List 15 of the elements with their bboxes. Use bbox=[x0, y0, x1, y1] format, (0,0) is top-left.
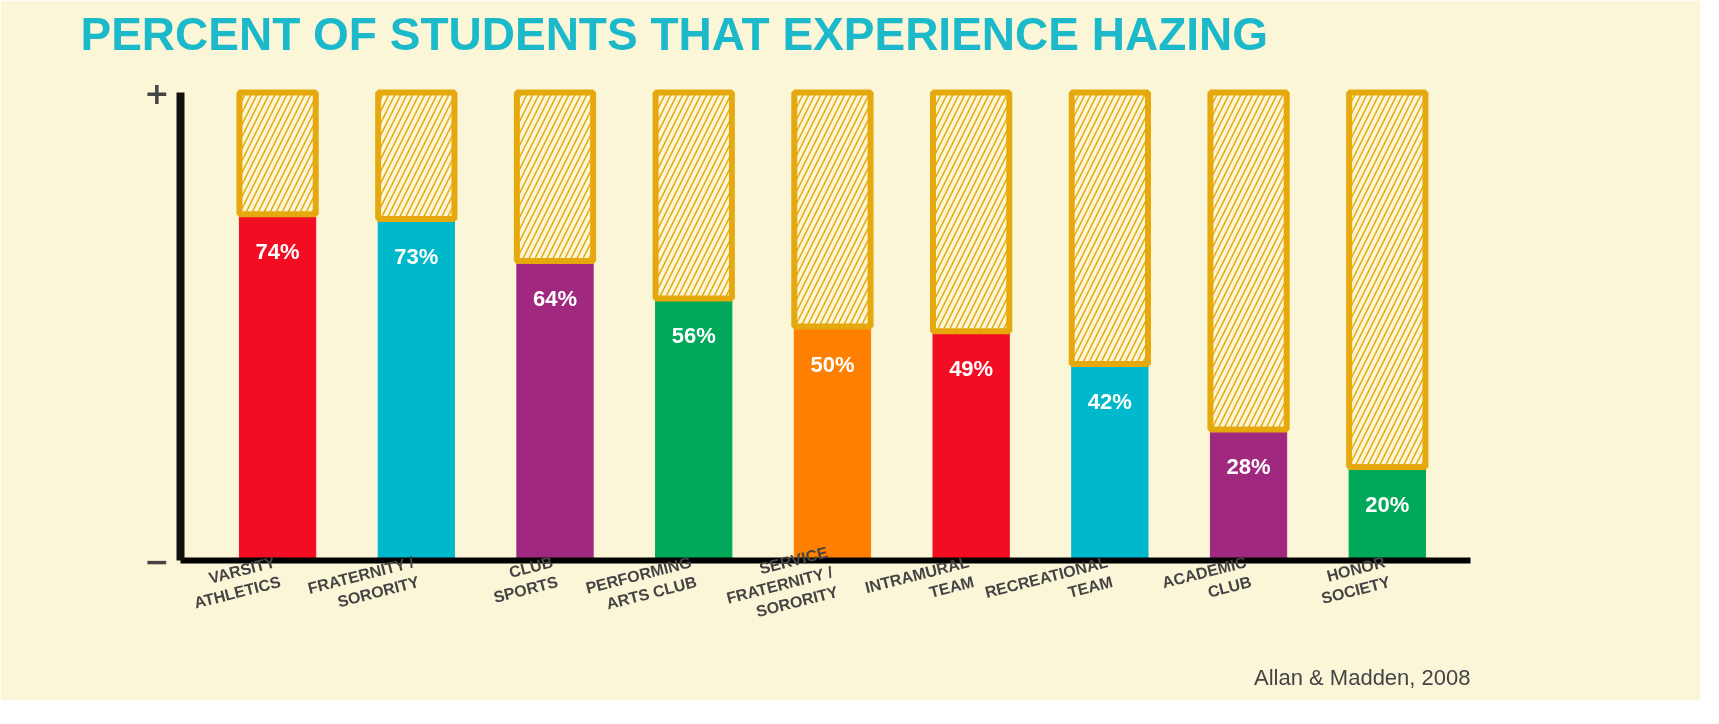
data-label: 73% bbox=[394, 243, 439, 269]
data-label: 42% bbox=[1087, 388, 1132, 414]
data-label: 28% bbox=[1226, 454, 1271, 480]
x-tick-label: CLUB SPORTS bbox=[491, 553, 560, 606]
chart-title: PERCENT OF STUDENTS THAT EXPERIENCE HAZING bbox=[80, 7, 1269, 60]
data-label: 20% bbox=[1365, 491, 1410, 517]
data-label: 49% bbox=[949, 356, 994, 382]
data-label: 74% bbox=[255, 239, 300, 265]
text: + bbox=[144, 75, 170, 111]
data-label: 56% bbox=[671, 323, 716, 349]
text: − bbox=[144, 543, 170, 579]
data-label: 64% bbox=[533, 286, 578, 312]
data-label: 50% bbox=[810, 351, 855, 377]
x-tick-label: HONOR SOCIETY bbox=[1319, 553, 1393, 607]
text: Allan & Madden, 2008 bbox=[1254, 664, 1471, 690]
